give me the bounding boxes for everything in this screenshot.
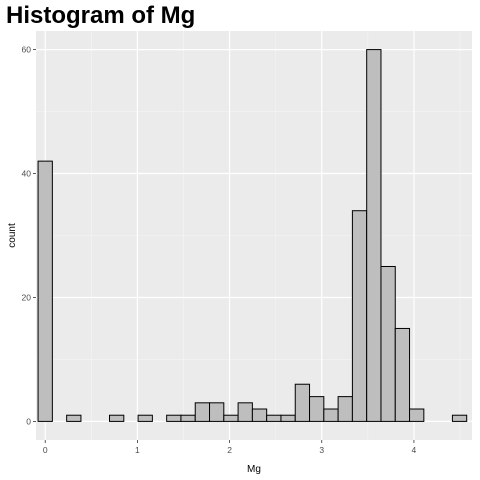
histogram-bar <box>194 402 211 422</box>
histogram-bar <box>366 49 382 422</box>
histogram-bar <box>409 408 425 422</box>
histogram-bar <box>394 327 411 422</box>
histogram-bar <box>237 402 253 422</box>
x-tick-label: 0 <box>43 445 48 455</box>
histogram-bar <box>351 210 368 422</box>
chart-title: Histogram of Mg <box>6 2 196 29</box>
histogram-bar <box>180 414 196 422</box>
histogram-bar <box>109 414 125 422</box>
histogram-bar <box>266 414 282 422</box>
x-tick-label: 1 <box>135 445 140 455</box>
y-tick-label: 40 <box>22 169 32 179</box>
histogram-bar <box>223 414 239 422</box>
histogram-bar <box>209 402 225 422</box>
x-tick-label: 3 <box>319 445 324 455</box>
histogram-bar <box>323 408 339 422</box>
y-tick-label: 20 <box>22 292 32 302</box>
histogram-bar <box>280 414 296 422</box>
histogram-bar <box>251 408 268 422</box>
histogram-bar <box>166 414 182 422</box>
histogram-bar <box>380 265 396 422</box>
x-tick-label: 2 <box>227 445 232 455</box>
y-tick-label: 60 <box>22 45 32 55</box>
histogram-bar <box>37 160 53 422</box>
histogram-bar <box>294 383 311 422</box>
histogram-bar <box>337 396 353 422</box>
histogram-bar <box>137 414 153 422</box>
histogram-bar <box>451 414 468 422</box>
histogram-bar <box>66 414 82 422</box>
x-axis-title: Mg <box>247 464 261 475</box>
histogram-bar <box>309 396 325 422</box>
y-axis-title: count <box>7 223 18 248</box>
x-tick-label: 4 <box>412 445 417 455</box>
histogram-bars <box>37 49 468 422</box>
y-tick-label: 0 <box>26 416 31 426</box>
